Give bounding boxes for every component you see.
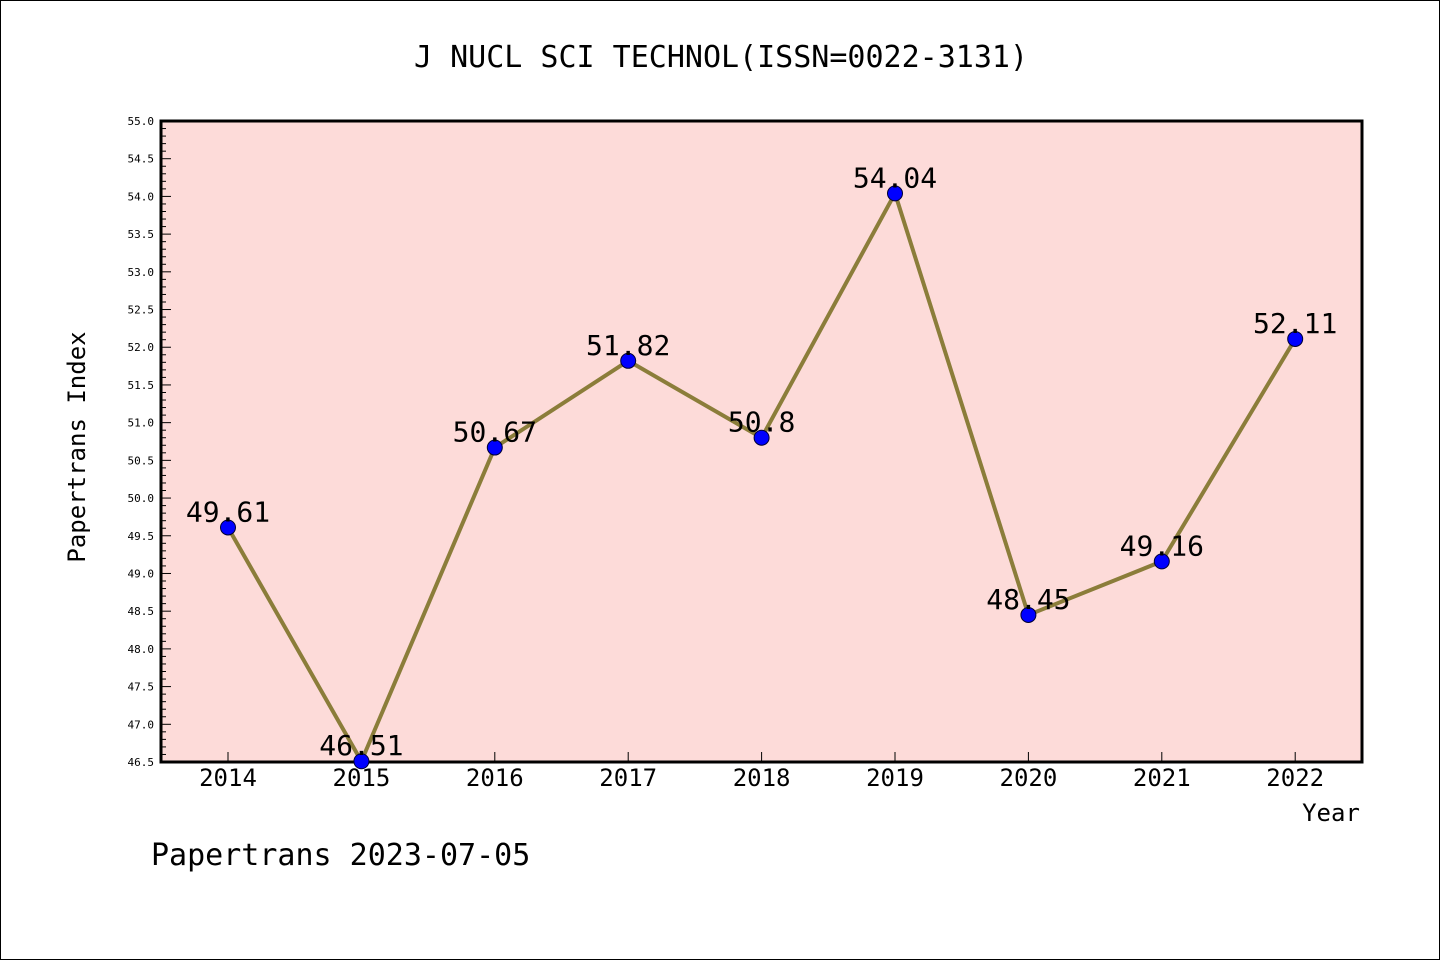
- y-axis-title: Papertrans Index: [63, 331, 91, 562]
- y-tick-label: 48.5: [128, 605, 155, 618]
- y-tick-label: 46.5: [128, 756, 155, 769]
- data-label: 49.61: [186, 495, 270, 528]
- data-label: 52.11: [1253, 307, 1337, 340]
- x-tick-label: 2016: [466, 764, 524, 792]
- x-tick-label: 2017: [599, 764, 657, 792]
- x-tick-label: 2018: [733, 764, 791, 792]
- chart-title: J NUCL SCI TECHNOL(ISSN=0022-3131): [414, 40, 1028, 75]
- x-tick-label: 2020: [1000, 764, 1058, 792]
- y-tick-label: 52.5: [128, 304, 155, 317]
- x-axis-title: Year: [1302, 799, 1360, 827]
- data-point: [1287, 330, 1304, 347]
- y-axis: 46.5 47.0 47.5 48.0 48.5 49.0 49.5 50.0 50.5 51.0…: [128, 115, 171, 769]
- data-label: 48.45: [986, 583, 1070, 616]
- x-tick-label: 2022: [1266, 764, 1324, 792]
- y-tick-label: 52.0: [128, 341, 155, 354]
- y-tick-label: 49.0: [128, 567, 155, 580]
- x-tick-label: 2019: [866, 764, 924, 792]
- data-label: 50.67: [453, 416, 537, 449]
- data-label: 49.16: [1120, 529, 1204, 562]
- y-tick-label: 53.0: [128, 266, 155, 279]
- y-tick-label: 54.5: [128, 153, 155, 166]
- y-tick-label: 51.0: [128, 417, 155, 430]
- y-tick-label: 54.0: [128, 190, 155, 203]
- data-point: [753, 429, 770, 446]
- data-points: [220, 185, 1304, 770]
- y-tick-label: 47.0: [128, 718, 155, 731]
- y-tick-label: 51.5: [128, 379, 155, 392]
- y-tick-label: 48.0: [128, 643, 155, 656]
- data-point: [1153, 553, 1170, 570]
- y-tick-label: 47.5: [128, 681, 155, 694]
- data-point: [220, 519, 236, 536]
- data-labels: 49.61 46.51 50.67 51.82 50.8 54.04 48.45 49.16 5…: [186, 161, 1337, 762]
- y-tick-label: 50.5: [128, 454, 155, 467]
- y-tick-label: 50.0: [128, 492, 155, 505]
- data-label: 54.04: [853, 161, 937, 194]
- data-point: [1020, 606, 1037, 623]
- y-tick-label: 53.5: [128, 228, 155, 241]
- data-point: [887, 185, 903, 202]
- data-label: 51.82: [586, 329, 670, 362]
- x-axis: 2014 2015 2016 2017 2018 2019 2020 2021 2022: [199, 752, 1324, 792]
- x-tick-label: 2014: [199, 764, 257, 792]
- data-label: 50.8: [728, 406, 795, 439]
- data-point: [620, 352, 637, 369]
- data-point: [486, 439, 503, 456]
- x-tick-label: 2021: [1133, 764, 1191, 792]
- footer-text: Papertrans 2023-07-05: [151, 838, 530, 873]
- data-point: [353, 753, 370, 770]
- y-tick-label: 55.0: [128, 115, 155, 128]
- data-label: 46.51: [319, 729, 403, 762]
- y-tick-label: 49.5: [128, 530, 155, 543]
